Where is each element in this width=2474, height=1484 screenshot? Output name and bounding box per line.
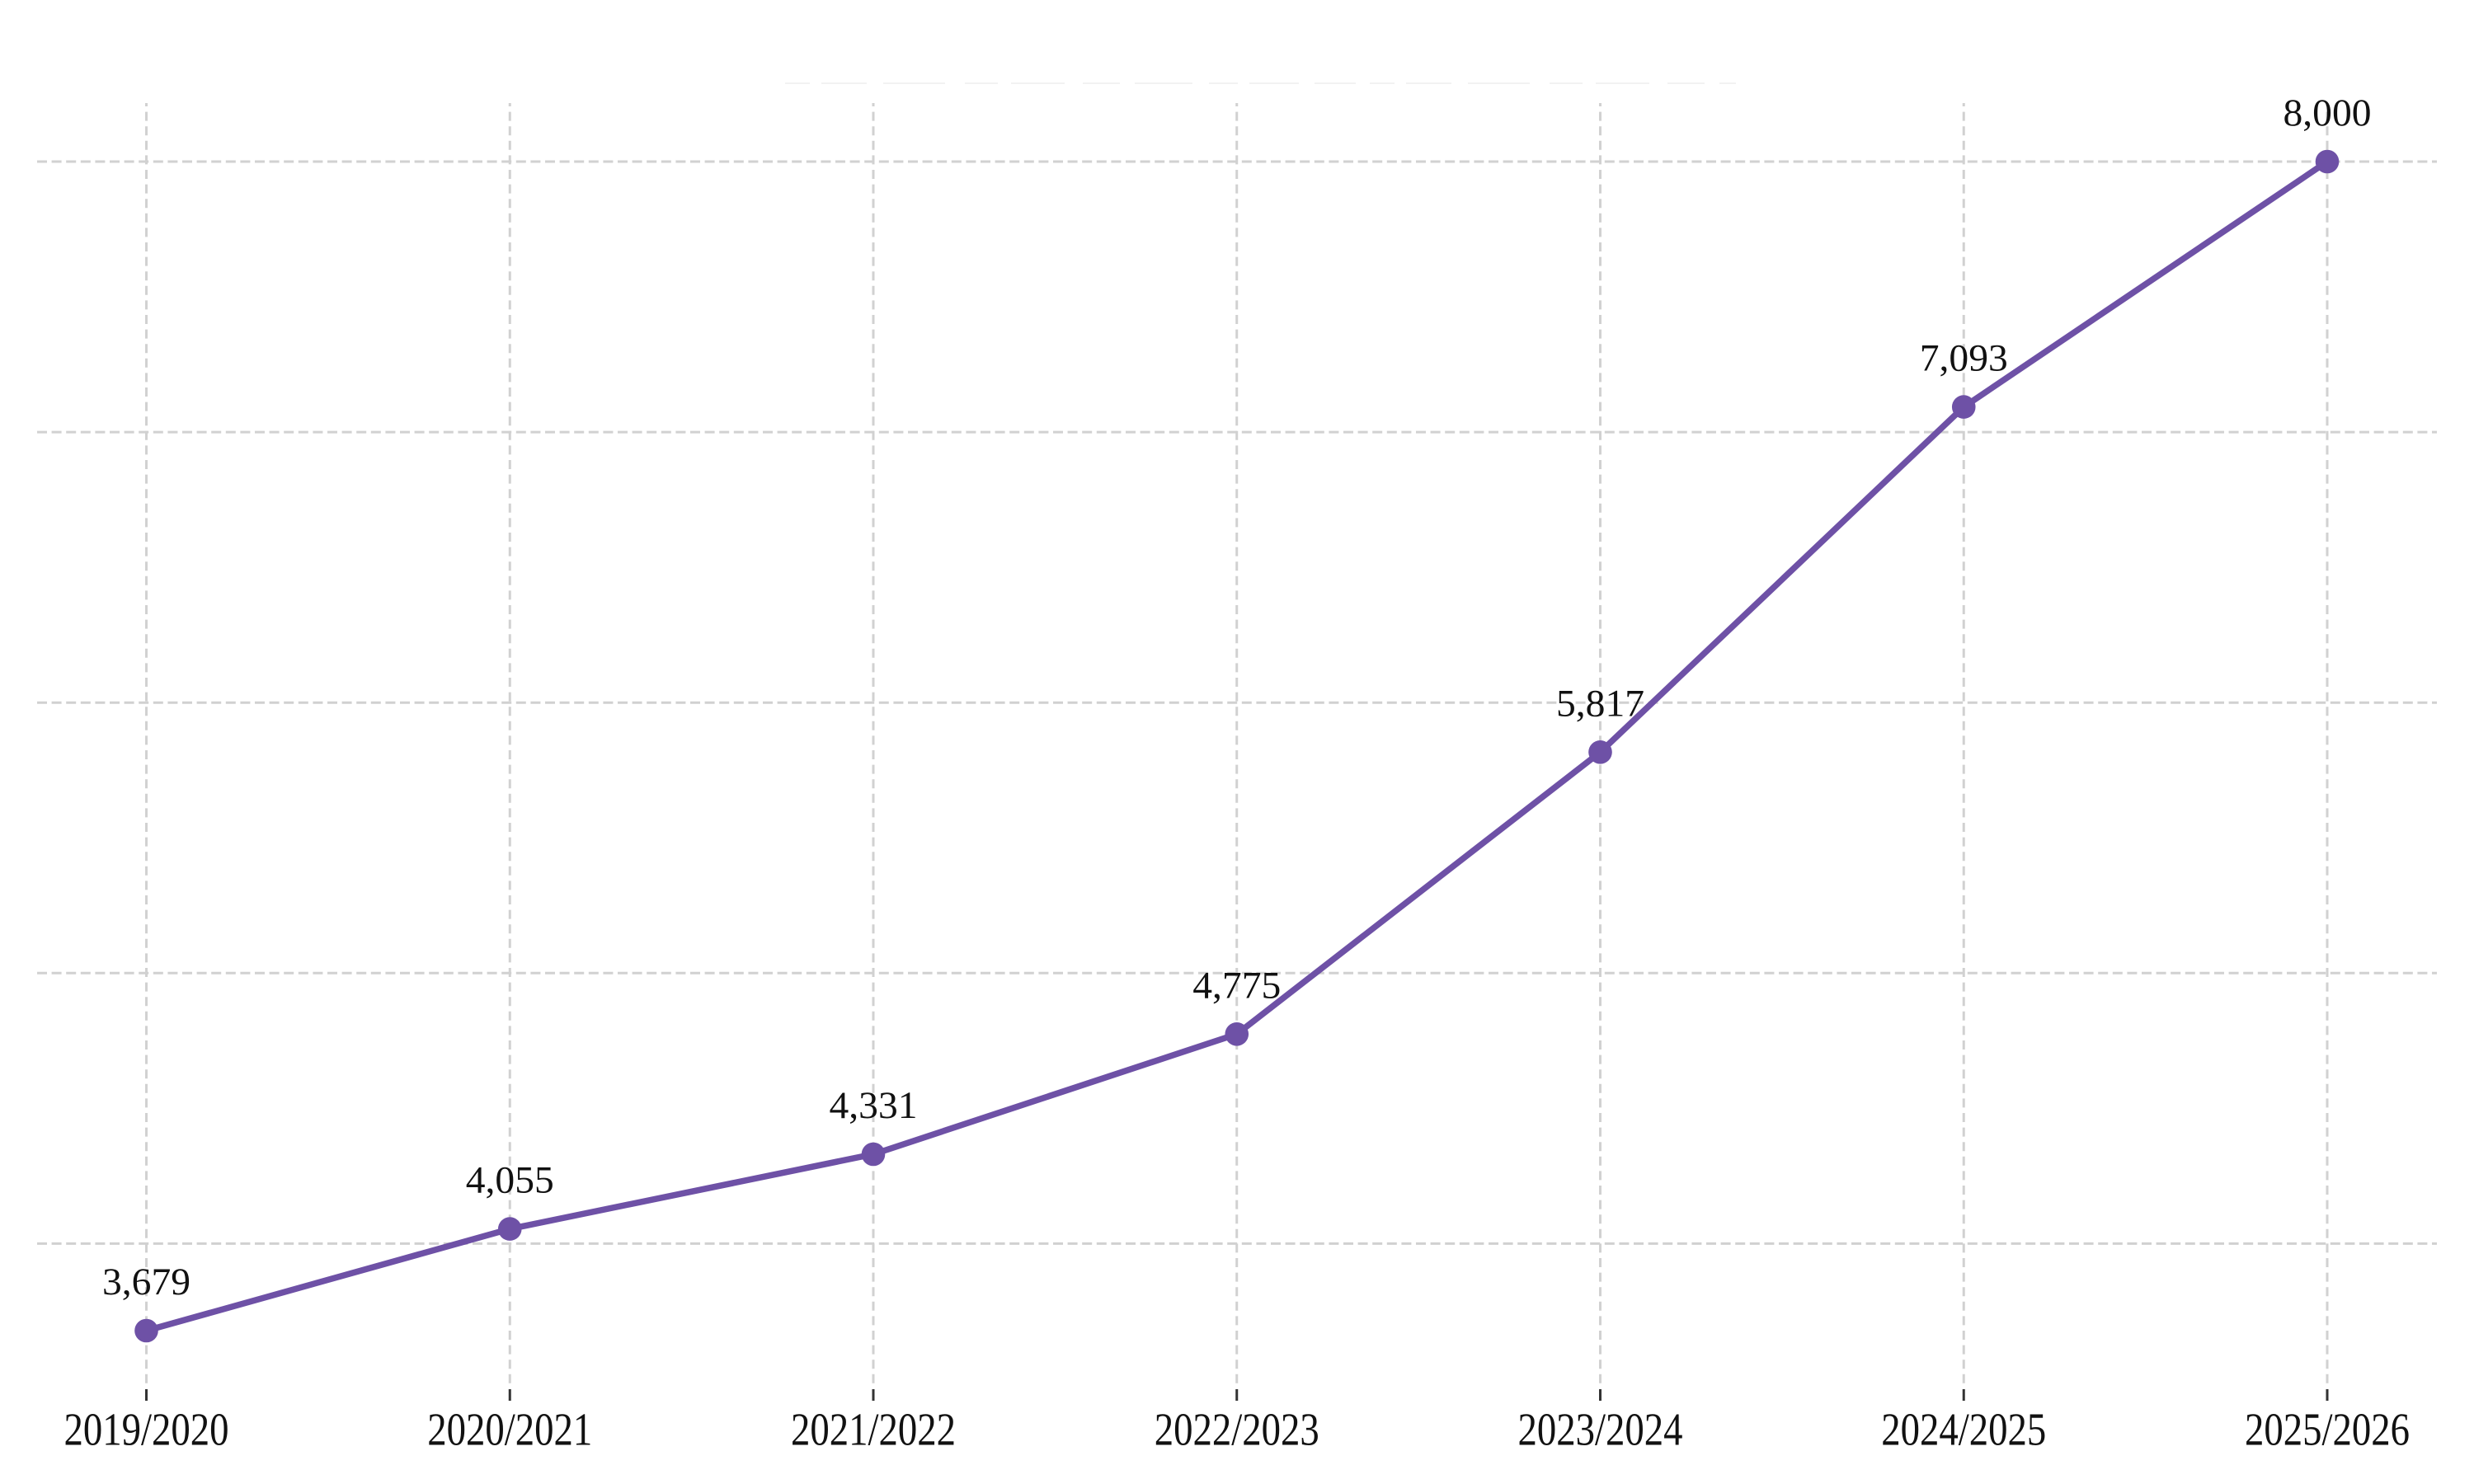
svg-text:2021/2022: 2021/2022 xyxy=(791,1405,956,1456)
svg-text:2025/2026: 2025/2026 xyxy=(2245,1405,2410,1456)
svg-text:4,331: 4,331 xyxy=(830,1084,918,1127)
svg-text:2020/2021: 2020/2021 xyxy=(427,1405,592,1456)
svg-text:2019/2020: 2019/2020 xyxy=(64,1405,229,1456)
svg-text:4,775: 4,775 xyxy=(1192,964,1281,1007)
svg-text:3,679: 3,679 xyxy=(102,1261,190,1303)
svg-text:2022/2023: 2022/2023 xyxy=(1155,1405,1319,1456)
svg-text:8,000: 8,000 xyxy=(2284,92,2372,134)
svg-text:5,817: 5,817 xyxy=(1556,682,1644,725)
svg-text:2023/2024: 2023/2024 xyxy=(1518,1405,1683,1456)
svg-text:2024/2025: 2024/2025 xyxy=(1881,1405,2046,1456)
svg-text:7,093: 7,093 xyxy=(1920,337,2008,380)
svg-text:4,055: 4,055 xyxy=(466,1159,554,1202)
